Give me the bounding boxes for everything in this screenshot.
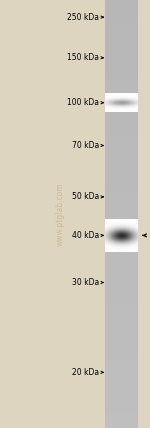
Text: 150 kDa: 150 kDa	[67, 53, 99, 62]
Text: 250 kDa: 250 kDa	[67, 12, 99, 22]
Text: 40 kDa: 40 kDa	[72, 231, 99, 240]
Text: www.ptglab.com: www.ptglab.com	[56, 182, 64, 246]
Text: 100 kDa: 100 kDa	[67, 98, 99, 107]
Text: 70 kDa: 70 kDa	[72, 141, 99, 150]
Text: 20 kDa: 20 kDa	[72, 368, 99, 377]
Text: 30 kDa: 30 kDa	[72, 278, 99, 287]
Text: 50 kDa: 50 kDa	[72, 192, 99, 202]
